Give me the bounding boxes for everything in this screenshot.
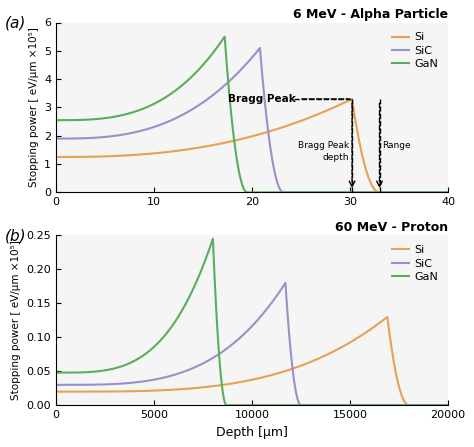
GaN <box>445 190 451 195</box>
GaN <box>169 323 175 329</box>
Si <box>302 117 308 122</box>
SiC <box>365 190 371 195</box>
GaN <box>74 370 80 375</box>
Text: 60 MeV - Proton: 60 MeV - Proton <box>335 221 448 234</box>
GaN <box>344 190 350 195</box>
SiC <box>445 403 451 408</box>
Legend: Si, SiC, GaN: Si, SiC, GaN <box>388 28 443 74</box>
GaN <box>285 190 291 195</box>
Si <box>285 123 291 128</box>
Si <box>445 403 451 408</box>
Text: Bragg Peak: Bragg Peak <box>228 94 349 104</box>
Text: (b): (b) <box>5 228 27 244</box>
Si <box>53 154 59 160</box>
SiC <box>73 136 79 141</box>
GaN <box>53 118 59 123</box>
SiC <box>233 339 238 344</box>
SiC <box>257 45 263 51</box>
SiC <box>303 403 309 408</box>
Si <box>256 375 262 381</box>
GaN <box>303 403 309 408</box>
Si <box>377 190 383 195</box>
GaN <box>445 403 451 408</box>
Line: GaN: GaN <box>56 239 448 405</box>
GaN <box>195 67 201 73</box>
Si <box>384 314 390 320</box>
SiC <box>74 382 80 388</box>
SiC <box>256 316 262 321</box>
Si <box>347 339 353 345</box>
Text: Range: Range <box>383 141 411 151</box>
SiC <box>53 136 59 141</box>
Si <box>349 96 355 101</box>
SiC <box>344 190 350 195</box>
Si <box>233 380 238 386</box>
GaN <box>245 190 250 195</box>
Line: Si: Si <box>56 317 448 405</box>
GaN <box>365 190 371 195</box>
Si <box>169 387 175 392</box>
SiC <box>169 373 175 378</box>
Si <box>445 190 451 195</box>
Text: 6 MeV - Alpha Particle: 6 MeV - Alpha Particle <box>293 8 448 21</box>
SiC <box>195 103 201 109</box>
SiC <box>281 190 286 195</box>
SiC <box>298 403 304 408</box>
X-axis label: Depth [μm]: Depth [μm] <box>216 426 288 439</box>
Si <box>365 173 371 178</box>
GaN <box>224 403 229 408</box>
GaN <box>233 403 239 408</box>
GaN <box>302 190 308 195</box>
Legend: Si, SiC, GaN: Si, SiC, GaN <box>388 241 443 287</box>
GaN <box>347 403 353 408</box>
SiC <box>347 403 353 408</box>
SiC <box>445 190 451 195</box>
Si <box>73 154 79 160</box>
GaN <box>53 370 59 375</box>
Si <box>74 389 80 394</box>
SiC <box>283 280 288 286</box>
Si <box>344 99 349 104</box>
Line: SiC: SiC <box>56 283 448 405</box>
Y-axis label: Stopping power [ eV/μm ×10⁵]: Stopping power [ eV/μm ×10⁵] <box>11 240 21 400</box>
Si <box>303 361 309 367</box>
GaN <box>222 34 228 39</box>
SiC <box>285 190 291 195</box>
SiC <box>53 382 59 388</box>
Line: SiC: SiC <box>56 48 448 192</box>
Line: GaN: GaN <box>56 37 448 192</box>
Text: Bragg Peak
depth: Bragg Peak depth <box>298 141 349 161</box>
Y-axis label: Stopping power [ eV/μm ×10⁵]: Stopping power [ eV/μm ×10⁵] <box>28 28 38 187</box>
Si <box>406 403 412 408</box>
Si <box>195 145 201 151</box>
Si <box>53 389 59 394</box>
Text: (a): (a) <box>5 16 27 31</box>
GaN <box>256 403 262 408</box>
SiC <box>302 190 308 195</box>
GaN <box>210 236 216 241</box>
Line: Si: Si <box>56 99 448 192</box>
GaN <box>73 118 79 123</box>
